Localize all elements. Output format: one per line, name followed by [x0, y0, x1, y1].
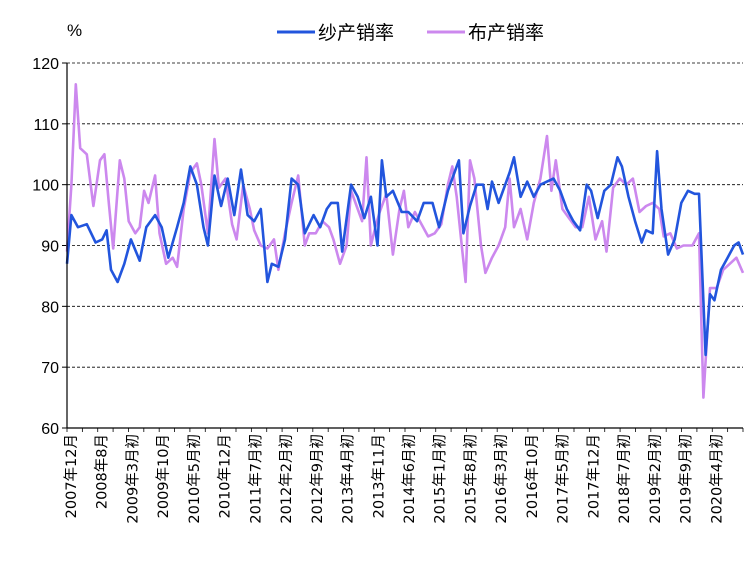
x-tick-label: 2010年12月 [217, 434, 234, 518]
x-tick-label: 2019年9月初 [678, 434, 695, 524]
y-tick-label: 60 [41, 421, 59, 438]
series-line-cloth [65, 83, 745, 399]
y-tick-label: 120 [32, 56, 59, 73]
legend-label-cloth: 布产销率 [468, 22, 544, 44]
x-tick-label: 2016年3月初 [493, 434, 510, 524]
y-tick-label: 80 [41, 299, 59, 316]
x-tick-label: 2015年1月初 [432, 434, 449, 524]
grid-lines [67, 62, 743, 368]
legend: 纱产销率 布产销率 [277, 22, 544, 44]
x-tick-label: 2007年12月 [63, 434, 80, 518]
series-lines [65, 83, 745, 399]
x-tick-label: 2008年8月 [94, 434, 111, 509]
x-axis-ticks: 2007年12月 2008年8月 2009年3月初 2009年10月 2010年5月初 2… [63, 428, 744, 524]
x-tick-label: 2014年6月初 [401, 434, 418, 524]
y-tick-label: 100 [32, 178, 59, 195]
y-tick-label: 90 [41, 239, 59, 256]
y-axis-ticks: 60 70 80 90 100 110 120 [32, 56, 67, 438]
legend-label-yarn: 纱产销率 [318, 22, 394, 44]
x-tick-label: 2019年2月初 [647, 434, 664, 524]
x-tick-label: 2015年8月初 [462, 434, 479, 524]
x-tick-label: 2017年5月初 [555, 434, 572, 524]
series-line-yarn [65, 149, 745, 357]
x-tick-label: 2020年4月初 [708, 434, 725, 524]
y-axis-unit: % [67, 21, 82, 40]
x-tick-label: 2011年7月初 [247, 434, 264, 524]
x-tick-label: 2009年3月初 [124, 434, 141, 524]
x-tick-label: 2012年9月初 [309, 434, 326, 524]
y-tick-label: 110 [33, 117, 59, 134]
axes [66, 63, 743, 429]
x-tick-label: 2012年2月初 [278, 434, 295, 524]
x-tick-label: 2010年5月初 [186, 434, 203, 524]
x-tick-label: 2016年10月 [524, 434, 541, 518]
x-tick-label: 2013年4月初 [340, 434, 357, 524]
x-tick-label: 2017年12月 [585, 434, 602, 518]
y-tick-label: 70 [41, 360, 59, 377]
x-tick-label: 2018年7月初 [616, 434, 633, 524]
x-tick-label: 2009年10月 [155, 434, 172, 518]
x-tick-label: 2013年11月 [370, 434, 387, 518]
